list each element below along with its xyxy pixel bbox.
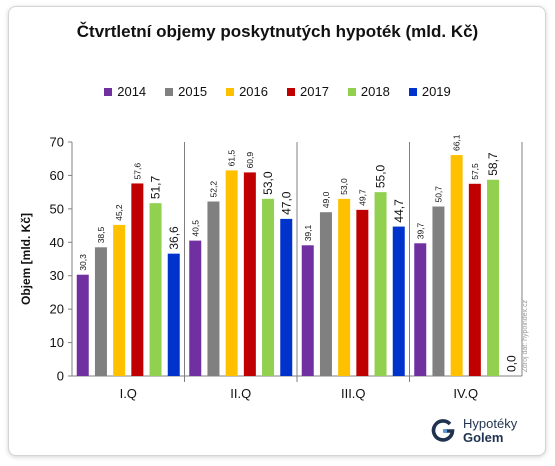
bar-2017-III.Q — [356, 209, 369, 376]
logo-line-1: Hypotéky — [463, 416, 518, 431]
data-label-2015-IV.Q: 50,7 — [433, 186, 443, 203]
bar-2019-III.Q — [392, 226, 405, 376]
bar-2016-IV.Q — [450, 155, 463, 376]
legend-item-2015: 2015 — [165, 84, 207, 99]
bar-2019-II.Q — [280, 218, 293, 376]
y-tick-label-0: 0 — [57, 369, 64, 384]
y-tick-label-40: 40 — [50, 235, 64, 250]
x-tick-label-III.Q: III.Q — [341, 386, 366, 401]
legend-item-2014: 2014 — [104, 84, 146, 99]
data-label-2017-III.Q: 49,7 — [357, 189, 367, 206]
data-label-2017-IV.Q: 57,5 — [470, 163, 480, 180]
data-label-2017-II.Q: 60,9 — [245, 152, 255, 169]
legend-item-2018: 2018 — [347, 84, 390, 99]
legend-item-2019: 2019 — [408, 84, 451, 99]
data-label-2019-I.Q: 36,6 — [167, 226, 181, 250]
legend-label-2014: 2014 — [117, 84, 147, 99]
bar-2014-I.Q — [76, 274, 89, 376]
data-label-2018-IV.Q: 58,7 — [486, 152, 500, 176]
x-tick-label-IV.Q: IV.Q — [453, 386, 478, 401]
legend-item-2016: 2016 — [226, 84, 268, 99]
bar-2015-IV.Q — [432, 206, 445, 376]
data-label-2019-III.Q: 44,7 — [392, 199, 406, 223]
data-label-2016-III.Q: 53,0 — [339, 178, 349, 195]
y-tick-label-20: 20 — [50, 302, 64, 317]
legend-swatch-2019 — [408, 87, 417, 96]
legend-item-2017: 2017 — [287, 84, 329, 99]
y-axis-label: Objem [mld. Kč] — [19, 213, 33, 305]
y-tick-label-10: 10 — [50, 335, 64, 350]
x-tick-label-I.Q: I.Q — [120, 386, 137, 401]
chart-title: Čtvrtletní objemy poskytnutých hypoték (… — [76, 22, 479, 41]
data-label-2016-II.Q: 61,5 — [227, 150, 237, 167]
hypoteky-golem-logo: Hypotéky Golem — [431, 417, 517, 445]
data-label-2016-IV.Q: 66,1 — [452, 134, 462, 151]
bar-2015-I.Q — [94, 247, 107, 376]
bar-2017-I.Q — [131, 183, 144, 376]
bar-2017-IV.Q — [468, 183, 481, 376]
legend-swatch-2015 — [165, 87, 174, 96]
y-tick-label-70: 70 — [50, 135, 64, 150]
y-tick-label-50: 50 — [50, 201, 64, 216]
legend-label-2018: 2018 — [360, 84, 390, 99]
bar-2014-IV.Q — [414, 243, 427, 376]
data-label-2015-II.Q: 52,2 — [208, 181, 218, 198]
bar-2014-II.Q — [189, 240, 202, 376]
bar-2016-II.Q — [225, 170, 238, 376]
bar-2016-III.Q — [338, 198, 351, 376]
bar-2015-II.Q — [207, 201, 220, 376]
data-label-2017-I.Q: 57,6 — [132, 163, 142, 180]
data-label-2015-III.Q: 49,0 — [321, 191, 331, 208]
bar-2017-II.Q — [243, 172, 256, 376]
x-tick-label-II.Q: II.Q — [230, 386, 251, 401]
bar-2019-I.Q — [167, 253, 180, 376]
logo-line-2: Golem — [463, 430, 504, 445]
y-tick-label-30: 30 — [50, 268, 64, 283]
bar-2018-I.Q — [149, 203, 162, 376]
data-label-2014-II.Q: 40,5 — [190, 220, 200, 237]
bar-2018-II.Q — [262, 198, 275, 376]
legend-swatch-2014 — [104, 87, 113, 96]
data-label-2016-I.Q: 45,2 — [114, 204, 124, 221]
legend-label-2017: 2017 — [300, 84, 329, 99]
data-label-2015-I.Q: 38,5 — [96, 226, 106, 243]
data-label-2019-IV.Q: 0,0 — [504, 355, 518, 372]
legend-swatch-2017 — [287, 87, 295, 96]
bar-2016-I.Q — [113, 224, 126, 376]
golem-g-icon — [431, 419, 455, 442]
bar-2018-IV.Q — [487, 179, 500, 376]
data-label-2018-III.Q: 55,0 — [374, 164, 388, 188]
bar-2014-III.Q — [301, 245, 314, 376]
data-label-2018-I.Q: 51,7 — [149, 175, 163, 199]
chart-legend: 2014 2015 2016 2017 2018 2019 — [0, 84, 555, 99]
y-tick-label-60: 60 — [50, 168, 64, 183]
legend-label-2015: 2015 — [178, 84, 208, 99]
legend-swatch-2018 — [347, 87, 356, 96]
bar-2018-III.Q — [374, 192, 387, 376]
data-label-2014-I.Q: 30,3 — [78, 254, 88, 271]
source-note: Zdroj dat: hypoindex.cz — [522, 300, 529, 373]
legend-label-2016: 2016 — [239, 84, 268, 99]
data-label-2014-IV.Q: 39,7 — [415, 222, 425, 239]
data-label-2014-III.Q: 39,1 — [303, 224, 313, 241]
legend-label-2019: 2019 — [421, 84, 451, 99]
legend-swatch-2016 — [226, 87, 235, 96]
data-label-2019-II.Q: 47,0 — [279, 191, 293, 215]
data-label-2018-II.Q: 53,0 — [261, 171, 275, 195]
bar-2015-III.Q — [319, 212, 332, 376]
